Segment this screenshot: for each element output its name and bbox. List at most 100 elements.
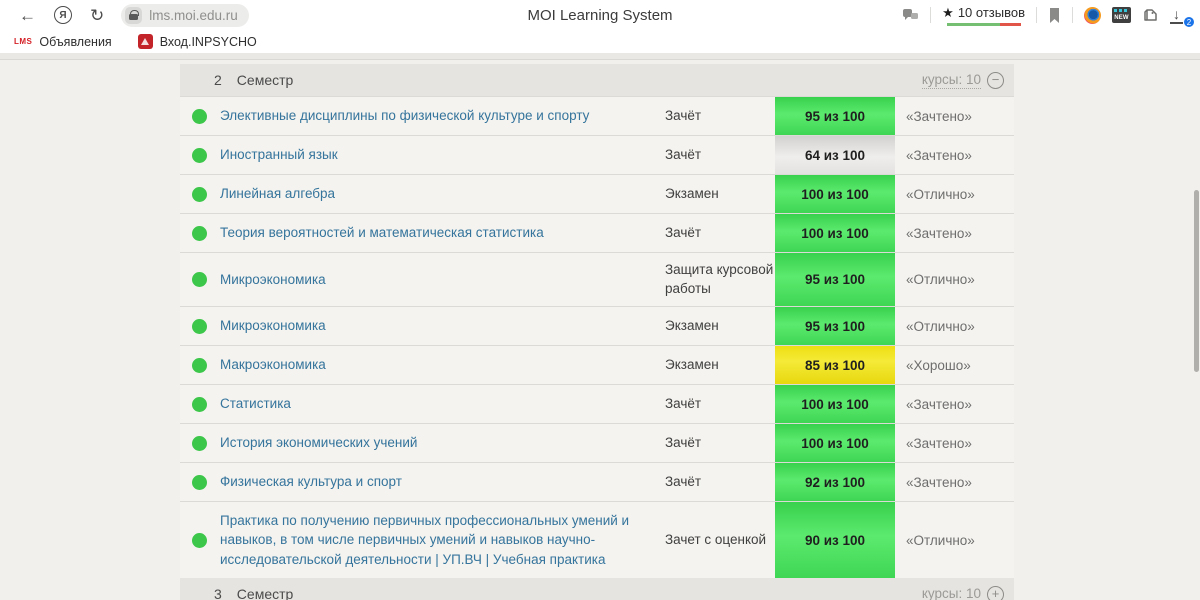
- back-icon[interactable]: ←: [19, 5, 36, 25]
- course-link[interactable]: Физическая культура и спорт: [220, 474, 402, 490]
- expand-icon[interactable]: +: [987, 585, 1004, 600]
- exam-type-label: Зачёт: [665, 146, 702, 162]
- bookmark-item-inpsycho[interactable]: Вход.INPSYCHO: [137, 34, 257, 49]
- score-badge: 92 из 100: [775, 463, 895, 501]
- course-status-dot: [192, 147, 207, 163]
- toolbar-separator: [1036, 7, 1037, 23]
- toolbar-separator: [930, 7, 932, 23]
- score-badge: 100 из 100: [775, 424, 895, 462]
- site-reviews-button[interactable]: ★ 10 отзывов: [942, 5, 1025, 26]
- status-dot-wrap: [192, 253, 220, 306]
- extension-tag-icon[interactable]: [1142, 8, 1159, 23]
- exam-type-label: Зачёт: [665, 473, 702, 489]
- grade-label: «Зачтено»: [906, 435, 972, 451]
- exam-type-label: Зачёт: [665, 107, 702, 123]
- status-dot-wrap: [192, 502, 220, 578]
- semester-number: 3: [214, 586, 222, 600]
- course-status-dot: [192, 435, 207, 451]
- sidebar-chat-icon[interactable]: [902, 8, 919, 23]
- course-status-dot: [192, 474, 207, 490]
- score-badge: 90 из 100: [775, 502, 895, 578]
- course-row: Микроэкономика Экзамен 95 из 100 «Отлично»: [180, 306, 1014, 345]
- score-badge: 100 из 100: [775, 385, 895, 423]
- course-link[interactable]: Элективные дисциплины по физической куль…: [220, 108, 590, 124]
- reviews-label: 10 отзывов: [957, 5, 1025, 20]
- semester-label: Семестр: [236, 72, 294, 88]
- course-link[interactable]: История экономических учений: [220, 435, 418, 451]
- course-row: Микроэкономика Защита курсовой работы 95 и…: [180, 252, 1014, 306]
- course-status-dot: [192, 357, 207, 373]
- semester-2-header[interactable]: 2 Семестр курсы: 10 −: [180, 64, 1014, 96]
- course-row: Теория вероятностей и математическая ста…: [180, 213, 1014, 252]
- status-dot-wrap: [192, 424, 220, 462]
- score-badge: 95 из 100: [775, 307, 895, 345]
- star-icon: ★: [942, 4, 954, 20]
- course-link[interactable]: Линейная алгебра: [220, 186, 336, 202]
- bookmark-label: Вход.INPSYCHO: [159, 34, 257, 49]
- score-badge: 100 из 100: [775, 214, 895, 252]
- exam-type-label: Зачёт: [665, 395, 702, 411]
- grade-label: «Отлично»: [906, 318, 975, 334]
- downloads-count-badge: 2: [1183, 16, 1195, 28]
- browser-toolbar: ← Я ↻ lms.moi.edu.ru MOI Learning System…: [0, 0, 1200, 30]
- extension-new-icon[interactable]: NEW: [1112, 7, 1131, 23]
- exam-type-label: Экзамен: [665, 317, 719, 333]
- grade-label: «Зачтено»: [906, 474, 972, 490]
- status-dot-wrap: [192, 463, 220, 501]
- reload-icon[interactable]: ↻: [90, 5, 105, 25]
- status-dot-wrap: [192, 346, 220, 384]
- grade-label: «Зачтено»: [906, 108, 972, 124]
- semester-3-header[interactable]: 3 Семестр курсы: 10 +: [180, 578, 1014, 600]
- grade-label: «Зачтено»: [906, 225, 972, 241]
- toolbar-right-cluster: ★ 10 отзывов NEW ↓: [902, 5, 1195, 28]
- exam-type-label: Экзамен: [665, 185, 719, 201]
- lock-icon[interactable]: [125, 6, 143, 24]
- course-status-dot: [192, 225, 207, 241]
- status-dot-wrap: [192, 97, 220, 135]
- courses-count-link[interactable]: курсы: 10: [922, 586, 981, 600]
- course-row: Статистика Зачёт 100 из 100 «Зачтено»: [180, 384, 1014, 423]
- exam-type-label: Защита курсовой работы: [665, 262, 774, 296]
- collapse-icon[interactable]: −: [987, 71, 1004, 89]
- grade-label: «Зачтено»: [906, 147, 972, 163]
- semester-label: Семестр: [236, 586, 294, 600]
- course-link[interactable]: Микроэкономика: [220, 318, 326, 334]
- yandex-icon[interactable]: Я: [54, 6, 72, 24]
- course-row: Элективные дисциплины по физической куль…: [180, 96, 1014, 135]
- bookmark-icon[interactable]: [1048, 7, 1061, 23]
- bookmarks-bar: LMS Объявления Вход.INPSYCHO: [0, 30, 1200, 53]
- course-row: История экономических учений Зачёт 100 из …: [180, 423, 1014, 462]
- course-link[interactable]: Статистика: [220, 396, 291, 412]
- course-status-dot: [192, 108, 207, 124]
- status-dot-wrap: [192, 136, 220, 174]
- extension-circle-icon[interactable]: [1084, 6, 1101, 24]
- courses-count-link[interactable]: курсы: 10: [921, 71, 981, 89]
- course-link[interactable]: Макроэкономика: [220, 357, 326, 373]
- downloads-button[interactable]: ↓ 2: [1170, 6, 1195, 28]
- grade-label: «Отлично»: [906, 186, 975, 202]
- course-link[interactable]: Теория вероятностей и математическая ста…: [220, 225, 544, 241]
- reviews-rating-bar: [946, 22, 1021, 26]
- url-text[interactable]: lms.moi.edu.ru: [149, 7, 238, 23]
- course-row: Практика по получению первичных професси…: [180, 501, 1014, 578]
- course-link[interactable]: Микроэкономика: [220, 271, 326, 287]
- page-top-edge: [0, 53, 1200, 60]
- semester-number: 2: [214, 72, 222, 88]
- score-badge: 85 из 100: [775, 346, 895, 384]
- status-dot-wrap: [192, 307, 220, 345]
- toolbar-separator: [1072, 7, 1073, 23]
- grade-label: «Зачтено»: [906, 396, 972, 412]
- score-badge: 95 из 100: [775, 97, 895, 135]
- score-badge: 95 из 100: [775, 253, 895, 306]
- course-table-body: Элективные дисциплины по физической куль…: [180, 96, 1014, 578]
- course-link[interactable]: Практика по получению первичных професси…: [220, 512, 630, 567]
- vertical-scrollbar[interactable]: [1194, 190, 1199, 372]
- status-dot-wrap: [192, 385, 220, 423]
- grade-label: «Отлично»: [906, 272, 975, 287]
- bookmark-item-announcements[interactable]: LMS Объявления: [14, 35, 112, 49]
- address-bar[interactable]: lms.moi.edu.ru: [121, 3, 249, 27]
- crest-favicon: [137, 34, 153, 49]
- course-status-dot: [192, 186, 207, 202]
- course-link[interactable]: Иностранный язык: [220, 147, 338, 163]
